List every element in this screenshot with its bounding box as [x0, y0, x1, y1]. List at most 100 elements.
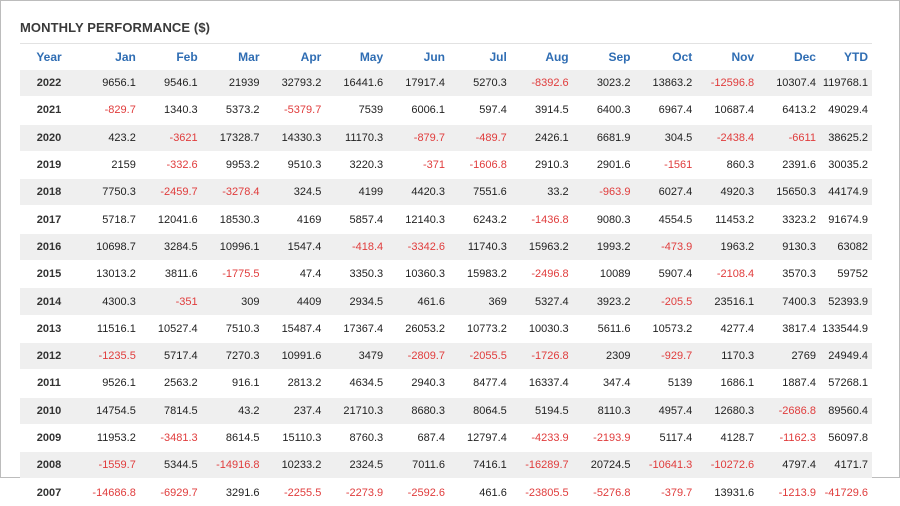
value-cell-jan: -1235.5: [78, 341, 140, 370]
value-cell-apr: 15110.3: [263, 423, 326, 452]
value-cell-jul: 5270.3: [448, 68, 511, 97]
column-header-sep: Sep: [608, 50, 631, 64]
value-cell-aug: -4233.9: [510, 423, 573, 452]
table-row: 2020 423.2 -3621 17328.7 14330.3 11170.3 -879.…: [20, 123, 872, 152]
value-cell-nov: 4128.7: [696, 423, 759, 452]
value-cell-jan: 11516.1: [78, 314, 140, 343]
value-cell-aug: 2910.3: [510, 150, 573, 179]
value-cell-jan: 7750.3: [78, 178, 140, 206]
value-cell-aug: -1436.8: [510, 205, 573, 234]
value-cell-dec: 2769: [758, 341, 820, 370]
value-cell-sep: 8110.3: [572, 396, 635, 425]
value-cell-sep: 6400.3: [572, 96, 635, 125]
value-cell-mar: 8614.5: [201, 423, 264, 452]
value-cell-oct: 13863.2: [634, 68, 697, 97]
value-cell-aug: -1726.8: [510, 341, 573, 370]
year-cell: 2010: [20, 396, 79, 425]
value-cell-feb: -351: [139, 287, 202, 316]
table-row: 2017 5718.7 12041.6 18530.3 4169 5857.4 12140.…: [20, 205, 872, 234]
value-cell-jun: 4420.3: [387, 178, 449, 206]
value-cell-oct: -379.7: [634, 478, 697, 506]
value-cell-jun: -2592.6: [387, 478, 449, 506]
value-cell-ytd: 63082: [819, 232, 872, 261]
value-cell-nov: 1963.2: [696, 232, 759, 261]
value-cell-feb: 5344.5: [139, 451, 202, 479]
value-cell-ytd: 57268.1: [819, 369, 872, 398]
value-cell-mar: -1775.5: [201, 260, 264, 288]
value-cell-apr: 4169: [263, 205, 326, 234]
value-cell-jun: 26053.2: [387, 314, 449, 343]
column-header-feb: Feb: [176, 50, 198, 64]
value-cell-may: 3350.3: [325, 260, 388, 288]
value-cell-nov: 13931.6: [696, 478, 759, 506]
value-cell-sep: 347.4: [572, 369, 635, 398]
year-cell: 2019: [20, 150, 79, 179]
value-cell-jan: -14686.8: [78, 478, 140, 506]
value-cell-sep: 2309: [572, 341, 635, 370]
table-row: 2018 7750.3 -2459.7 -3278.4 324.5 4199 4420.3 7…: [20, 178, 872, 206]
value-cell-nov: 4920.3: [696, 178, 759, 206]
column-header-ytd: YTD: [844, 50, 868, 64]
value-cell-ytd: -41729.6: [819, 478, 872, 506]
value-cell-apr: 2813.2: [263, 369, 326, 398]
value-cell-apr: 9510.3: [263, 150, 326, 179]
table-row: 2012 -1235.5 5717.4 7270.3 10991.6 3479 -2809.…: [20, 341, 872, 370]
value-cell-oct: -205.5: [634, 287, 697, 316]
value-cell-aug: 10030.3: [510, 314, 573, 343]
value-cell-dec: 6413.2: [758, 96, 820, 125]
value-cell-mar: 17328.7: [201, 123, 264, 152]
table-row: 2011 9526.1 2563.2 916.1 2813.2 4634.5 2940.3 8…: [20, 369, 872, 398]
value-cell-mar: 7510.3: [201, 314, 264, 343]
year-cell: 2021: [20, 96, 79, 125]
value-cell-jan: -829.7: [78, 96, 140, 125]
value-cell-mar: 43.2: [201, 396, 264, 425]
value-cell-sep: 10089: [572, 260, 635, 288]
value-cell-jan: 9656.1: [78, 68, 140, 97]
value-cell-may: 2324.5: [325, 451, 388, 479]
value-cell-aug: 5194.5: [510, 396, 573, 425]
value-cell-feb: -3481.3: [139, 423, 202, 452]
value-cell-jan: 11953.2: [78, 423, 140, 452]
column-header-dec: Dec: [793, 50, 816, 64]
value-cell-aug: -23805.5: [510, 478, 573, 506]
value-cell-mar: 5373.2: [201, 96, 264, 125]
value-cell-jan: 4300.3: [78, 287, 140, 316]
value-cell-apr: 237.4: [263, 396, 326, 425]
value-cell-oct: -10641.3: [634, 451, 697, 479]
value-cell-oct: 5907.4: [634, 260, 697, 288]
value-cell-aug: 16337.4: [510, 369, 573, 398]
value-cell-feb: -6929.7: [139, 478, 202, 506]
value-cell-feb: 12041.6: [139, 205, 202, 234]
year-cell: 2016: [20, 232, 79, 261]
year-cell: 2011: [20, 369, 79, 398]
value-cell-mar: 18530.3: [201, 205, 264, 234]
value-cell-nov: -2438.4: [696, 123, 759, 152]
value-cell-sep: 3023.2: [572, 68, 635, 97]
value-cell-dec: 4797.4: [758, 451, 820, 479]
value-cell-may: 7539: [325, 96, 388, 125]
value-cell-aug: 3914.5: [510, 96, 573, 125]
value-cell-oct: -473.9: [634, 232, 697, 261]
value-cell-jul: 8477.4: [448, 369, 511, 398]
value-cell-apr: 32793.2: [263, 68, 326, 97]
value-cell-jul: 7551.6: [448, 178, 511, 206]
value-cell-sep: -5276.8: [572, 478, 635, 506]
value-cell-mar: -3278.4: [201, 178, 264, 206]
value-cell-may: 3479: [325, 341, 388, 370]
value-cell-feb: 1340.3: [139, 96, 202, 125]
value-cell-mar: 3291.6: [201, 478, 264, 506]
value-cell-mar: 10996.1: [201, 232, 264, 261]
column-header-jun: Jun: [423, 50, 445, 64]
value-cell-aug: 15963.2: [510, 232, 573, 261]
value-cell-nov: 23516.1: [696, 287, 759, 316]
column-header-apr: Apr: [300, 50, 322, 64]
value-cell-dec: 3817.4: [758, 314, 820, 343]
value-cell-oct: 4554.5: [634, 205, 697, 234]
column-header-may: May: [359, 50, 384, 64]
value-cell-oct: 6027.4: [634, 178, 697, 206]
value-cell-oct: 4957.4: [634, 396, 697, 425]
table-row: 2022 9656.1 9546.1 21939 32793.2 16441.6 17917…: [20, 68, 872, 97]
value-cell-dec: 3570.3: [758, 260, 820, 288]
table-row: 2021 -829.7 1340.3 5373.2 -5379.7 7539 6006.1 5…: [20, 96, 872, 125]
column-header-aug: Aug: [545, 50, 569, 64]
